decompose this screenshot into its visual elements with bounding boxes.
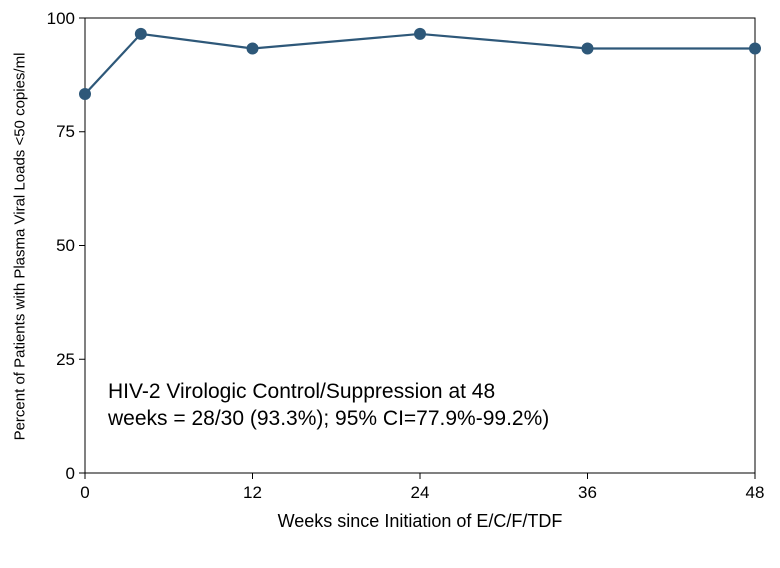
y-tick-label: 100 <box>47 9 75 29</box>
y-tick-label: 0 <box>66 464 75 484</box>
x-tick-label: 0 <box>65 483 105 503</box>
annotation-line1: HIV-2 Virologic Control/Suppression at 4… <box>108 378 549 405</box>
annotation-text: HIV-2 Virologic Control/Suppression at 4… <box>108 378 549 433</box>
x-tick-label: 24 <box>400 483 440 503</box>
y-tick-label: 25 <box>56 350 75 370</box>
annotation-line2: weeks = 28/30 (93.3%); 95% CI=77.9%-99.2… <box>108 405 549 432</box>
x-tick-label: 48 <box>735 483 775 503</box>
x-axis-label: Weeks since Initiation of E/C/F/TDF <box>85 511 755 532</box>
x-tick-label: 36 <box>568 483 608 503</box>
chart-container: Percent of Patients with Plasma Viral Lo… <box>0 0 780 568</box>
chart-svg <box>0 0 780 568</box>
y-tick-label: 75 <box>56 122 75 142</box>
y-axis-label: Percent of Patients with Plasma Viral Lo… <box>12 32 29 462</box>
x-tick-label: 12 <box>233 483 273 503</box>
y-tick-label: 50 <box>56 236 75 256</box>
